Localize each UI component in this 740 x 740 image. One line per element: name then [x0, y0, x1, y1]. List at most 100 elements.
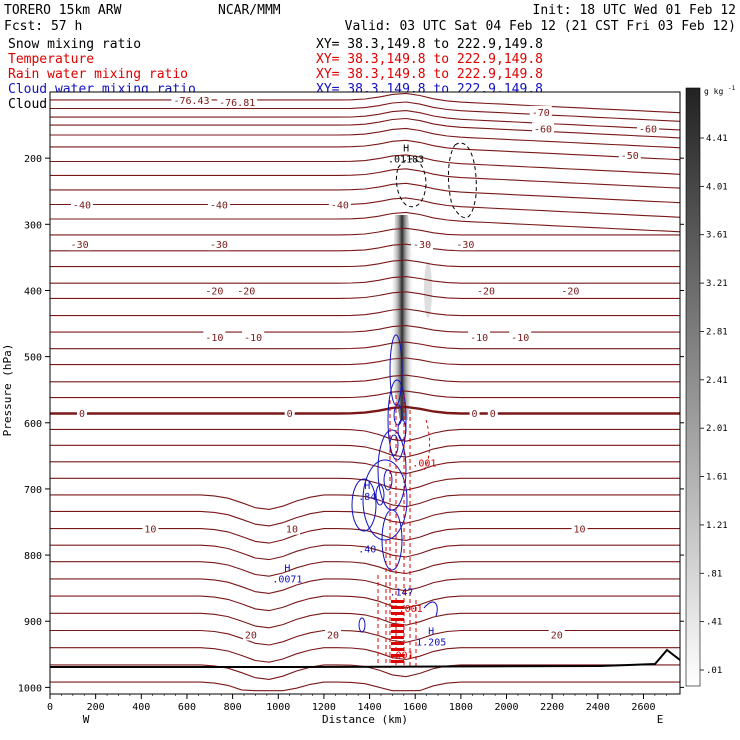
- temperature-label: -20: [205, 286, 223, 297]
- x-tick-label: 200: [87, 702, 105, 713]
- temperature-label-bg: [203, 284, 226, 297]
- x-tick-label: 2400: [586, 702, 610, 713]
- x-tick-label: 0: [47, 702, 53, 713]
- temperature-label: -40: [210, 200, 228, 211]
- colorbar-tick-label: .01: [706, 666, 722, 676]
- temperature-isotherm: [50, 92, 681, 114]
- colorbar-tick-label: 2.81: [706, 327, 728, 337]
- temperature-label-bg: [474, 284, 497, 297]
- temperature-label-bg: [487, 406, 498, 419]
- temperature-isotherm: [50, 405, 680, 415]
- temperature-label: -30: [71, 240, 89, 251]
- temperature-label-bg: [411, 238, 434, 251]
- temperature-label: -30: [413, 240, 431, 251]
- colorbar-tick-label: 4.41: [706, 134, 728, 144]
- temperature-isotherm: [50, 325, 680, 333]
- temperature-label-bg: [142, 522, 159, 535]
- max-value: .01183: [388, 155, 424, 166]
- temperature-label-bg: [217, 95, 258, 108]
- max-marker: H: [284, 564, 290, 575]
- x-axis-label: Distance (km): [322, 713, 408, 726]
- forecast-hour: Fcst: 57 h: [4, 19, 82, 34]
- y-tick-label: 200: [24, 154, 42, 165]
- temperature-label-bg: [76, 406, 87, 419]
- rain-water-max-fill: [391, 624, 404, 627]
- temperature-label: -10: [205, 333, 223, 344]
- y-tick-label: 600: [24, 419, 42, 430]
- temperature-isotherm: [50, 243, 680, 252]
- temperature-label-bg: [454, 238, 477, 251]
- plot-area: -76.43 -76.81 -70 -60 -60 -50 -40 -40 -40 -30 -30 -…: [49, 91, 681, 695]
- y-tick-label: 300: [24, 220, 42, 231]
- temperature-label: -10: [511, 333, 529, 344]
- temperature-label-bg: [548, 628, 565, 641]
- temperature-label: 20: [551, 630, 563, 641]
- cloud-water-contour: [423, 601, 438, 617]
- x-tick-label: 800: [224, 702, 242, 713]
- colorbar-tick-label: 2.41: [706, 376, 728, 386]
- rain-water-max-fill: [391, 630, 404, 633]
- temperature-label: -40: [331, 200, 349, 211]
- rain-water-contours: [377, 395, 431, 668]
- temperature-isotherm: [50, 494, 680, 510]
- x-tick-label: 2200: [540, 702, 564, 713]
- x-tick-label: 1600: [403, 702, 427, 713]
- temperature-label-bg: [637, 122, 660, 135]
- cloud-water-contour: [381, 509, 403, 571]
- temperature-label-bg: [618, 148, 641, 161]
- temperature-isotherm: [50, 477, 680, 491]
- temperature-label: 0: [287, 409, 293, 420]
- temperature-label-bg: [529, 105, 552, 118]
- axes: 0 200 400 600 800 1000 1200 1400 1600 1800 2000 220…: [18, 154, 684, 713]
- temperature-label: 10: [574, 525, 586, 536]
- init-time: Init: 18 UTC Wed 01 Feb 12: [533, 3, 737, 18]
- temperature-label: -10: [470, 333, 488, 344]
- temperature-isotherm: [50, 681, 680, 692]
- colorbar-tick-label: 3.21: [706, 279, 728, 289]
- colorbar-tick-label: 2.01: [706, 424, 728, 434]
- temperature-label: -76.43: [173, 96, 209, 107]
- temperature-label-bg: [68, 238, 91, 251]
- temperature-isotherm: [50, 227, 680, 236]
- temperature-isotherm: [50, 127, 681, 149]
- temperature-label-bg: [242, 628, 259, 641]
- rain-water-max-fill: [391, 642, 404, 645]
- temperature-label: -50: [621, 151, 639, 162]
- temperature-label: -40: [73, 200, 91, 211]
- snow-mixing-ratio-shading: [390, 215, 414, 420]
- temperature-label: 0: [490, 409, 496, 420]
- x-tick-label: 1200: [312, 702, 336, 713]
- cloud-water-contour-inner: [375, 484, 385, 506]
- temperature-isotherm: [50, 510, 680, 527]
- x-tick-label: 2600: [631, 702, 655, 713]
- temperature-label-bg: [325, 628, 342, 641]
- valid-time: Valid: 03 UTC Sat 04 Feb 12 (21 CST Fri …: [345, 19, 736, 34]
- field-name: Rain water mixing ratio: [8, 67, 188, 82]
- temperature-label-bg: [468, 330, 491, 343]
- contour-annotation: .001: [412, 458, 436, 469]
- temperature-isotherm: [50, 374, 680, 383]
- temperature-label: -20: [477, 286, 495, 297]
- x-tick-label: 400: [132, 702, 150, 713]
- temperature-label: 0: [79, 409, 85, 420]
- temperature-isotherm: [50, 276, 680, 284]
- temperature-isotherm: [50, 341, 680, 350]
- max-marker: H: [364, 481, 370, 492]
- temperature-label-bg: [559, 284, 582, 297]
- temperature-label-bg: [571, 522, 588, 535]
- temperature-isotherm: [50, 259, 680, 268]
- colorbar-tick-label: 3.61: [706, 231, 728, 241]
- temperature-isotherm: [50, 544, 680, 561]
- temperature-isotherm: [50, 561, 680, 577]
- contour-labels: -76.43 -76.81 -70 -60 -60 -50 -40 -40 -40 -30 -30 -…: [68, 93, 660, 661]
- temperature-label: -76.81: [219, 98, 255, 109]
- x-tick-label: 1000: [266, 702, 290, 713]
- max-value: .84: [358, 492, 376, 503]
- rain-water-max-fill: [391, 660, 404, 663]
- colorbar: g kg -1 4.41 4.01 3.61 3.21 2.81 2.41 2.01 1.61…: [685, 85, 736, 687]
- temperature-label: -20: [561, 286, 579, 297]
- x-tick-label: 1800: [449, 702, 473, 713]
- colorbar-unit: g kg: [704, 87, 723, 96]
- temperature-isotherm: [50, 197, 681, 218]
